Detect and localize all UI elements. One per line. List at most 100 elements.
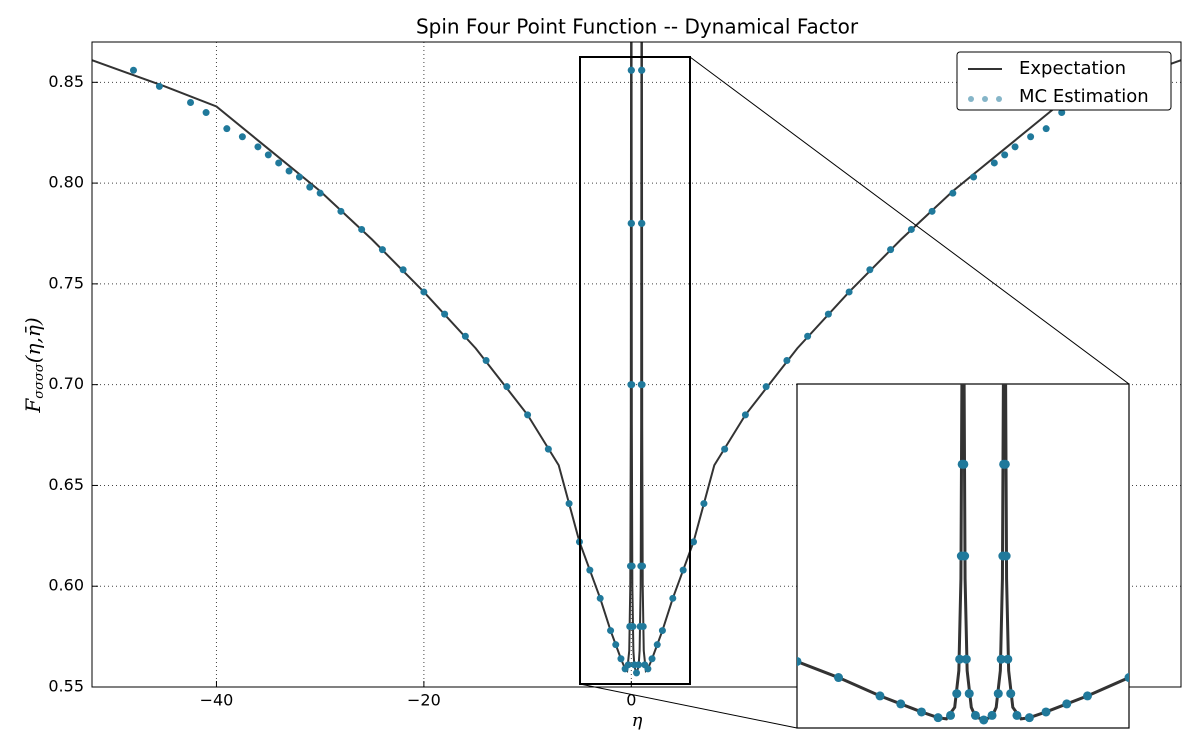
mc-point (586, 566, 594, 574)
mc-point (524, 411, 532, 419)
mc-point (964, 689, 974, 699)
mc-point (679, 566, 687, 574)
mc-point (721, 445, 729, 453)
y-label-sub: σσσσ (32, 362, 47, 399)
mc-point (316, 189, 324, 197)
mc-point (979, 715, 989, 725)
mc-point (628, 562, 636, 570)
y-tick-label: 0.70 (48, 374, 84, 393)
mc-point (378, 246, 386, 254)
y-tick-label: 0.60 (48, 576, 84, 595)
mc-point (658, 627, 666, 635)
mc-point (917, 707, 926, 717)
mc-point (638, 381, 646, 389)
mc-point (1012, 710, 1022, 720)
mc-point (824, 310, 832, 318)
mc-point (987, 710, 997, 720)
mc-point (482, 356, 490, 364)
mc-point (628, 219, 636, 227)
mc-point (202, 109, 210, 117)
mc-point (834, 673, 843, 683)
y-label-main: F (21, 398, 45, 414)
mc-point (996, 654, 1006, 664)
y-tick-label: 0.55 (48, 677, 84, 696)
mc-point (648, 655, 656, 663)
mc-point (845, 288, 853, 296)
mc-point (544, 445, 552, 453)
mc-point (306, 183, 314, 191)
mc-point (638, 66, 646, 74)
mc-point (946, 710, 956, 720)
legend-dot (982, 96, 988, 102)
y-axis-label: Fσσσσ(η,η̄) (21, 317, 47, 413)
mc-point (896, 699, 906, 709)
mc-point (993, 689, 1003, 699)
mc-point (960, 551, 970, 561)
mc-point (420, 288, 428, 296)
mc-point (129, 66, 137, 74)
mc-point (928, 207, 936, 215)
mc-point (155, 82, 163, 90)
mc-point (358, 225, 366, 233)
mc-point (275, 159, 283, 167)
mc-point (607, 627, 615, 635)
mc-point (1024, 713, 1034, 723)
chart-title: Spin Four Point Function -- Dynamical Fa… (416, 15, 859, 39)
plot-frame (91, 41, 1182, 688)
mc-point (617, 655, 625, 663)
mc-point (629, 623, 637, 631)
mc-point (1124, 673, 1129, 683)
data-layer (797, 384, 1129, 725)
mc-point (1011, 143, 1019, 151)
mc-point (399, 266, 407, 274)
mc-point (503, 383, 511, 391)
mc-point (990, 159, 998, 167)
mc-point (783, 356, 791, 364)
mc-point (1083, 691, 1092, 701)
y-tick-label: 0.85 (48, 72, 84, 91)
mc-point (461, 332, 469, 340)
mc-point (264, 151, 272, 159)
zoom-connector (579, 683, 798, 729)
x-tick-label: 0 (626, 691, 636, 710)
y-label-args: (η,η̄) (21, 317, 45, 363)
mc-point (970, 710, 980, 720)
mc-point (955, 654, 965, 664)
mc-point (1001, 551, 1011, 561)
mc-point (254, 143, 262, 151)
mc-point (1000, 459, 1010, 469)
legend-label: MC Estimation (1019, 86, 1149, 107)
mc-point (1003, 654, 1013, 664)
mc-point (887, 246, 895, 254)
mc-point (596, 594, 604, 602)
mc-point (762, 383, 770, 391)
mc-point (933, 713, 943, 723)
x-axis-label: η (632, 710, 643, 731)
legend-dot (996, 96, 1002, 102)
mc-point (187, 98, 195, 106)
mc-point (624, 661, 632, 669)
legend: Expectation MC Estimation (956, 51, 1172, 111)
mc-point (223, 125, 231, 133)
mc-point (1001, 151, 1009, 159)
mc-point (633, 669, 640, 677)
mc-point (875, 691, 885, 701)
mc-point (866, 266, 874, 274)
x-tick-label: −40 (200, 691, 234, 710)
mc-point (952, 689, 962, 699)
inset-plot (797, 384, 1129, 725)
mc-point (1027, 133, 1035, 141)
mc-point (959, 459, 969, 469)
mc-point (741, 411, 749, 419)
legend-dot (968, 96, 974, 102)
mc-point (700, 500, 708, 508)
mc-point (638, 219, 646, 227)
zoom-connector (689, 56, 1130, 385)
mc-point (949, 189, 957, 197)
mc-point (644, 665, 652, 673)
mc-point (635, 661, 643, 669)
mc-point (628, 381, 636, 389)
main-plot: 0.55 0.60 0.65 0.70 0.75 0.80 0.85 −40 −20 0 (48, 42, 1181, 710)
mc-point (295, 173, 303, 181)
